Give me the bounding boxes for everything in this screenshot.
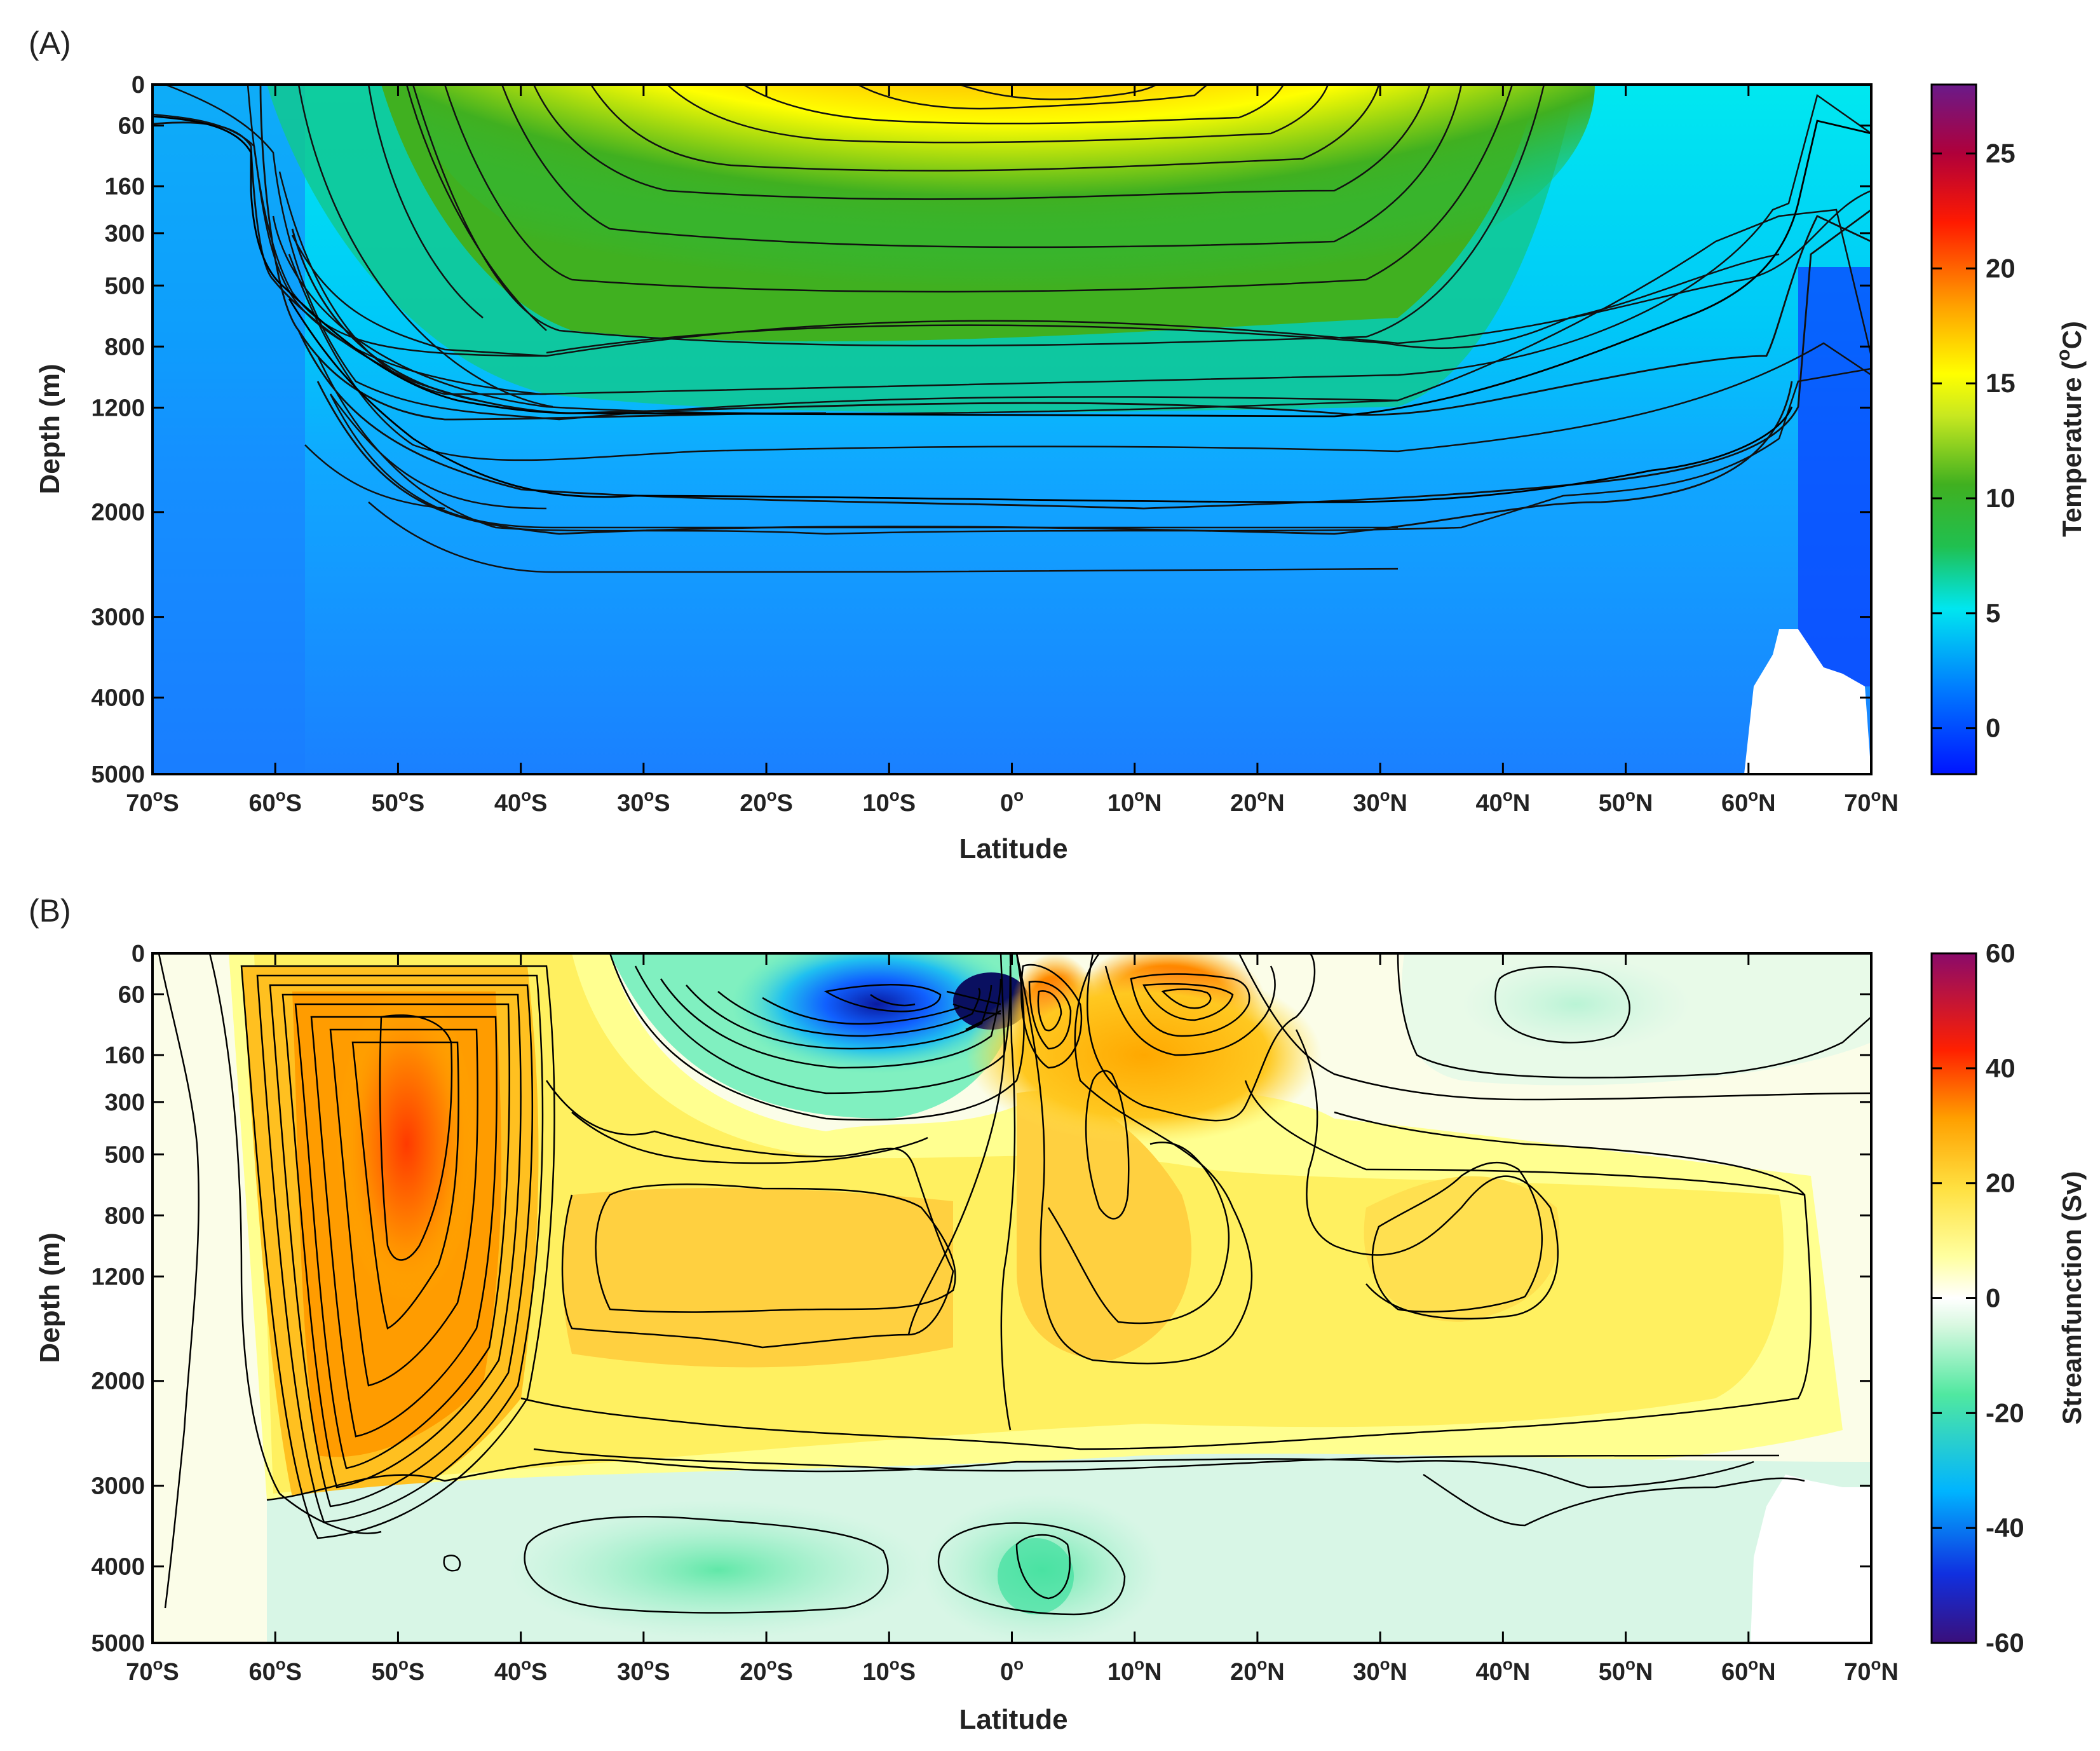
colorbar-tick-label: 25 (1986, 139, 2015, 168)
x-tick-label: 40oN (1476, 1654, 1531, 1686)
y-tick-label: 4000 (91, 1554, 145, 1581)
colorbar-tick-label: 20 (1986, 1168, 2015, 1198)
temperature-contours-deep (247, 85, 1871, 510)
y-tick-label: 300 (105, 221, 145, 247)
x-tick-label: 40oN (1476, 786, 1531, 817)
colorbar-tick-label: -60 (1986, 1628, 2024, 1658)
x-axis-title-b: Latitude (959, 1704, 1067, 1735)
colorbar-tick-label: 0 (1986, 713, 2000, 743)
colorbar-tick-label: 60 (1986, 938, 2015, 968)
y-tick-label: 4000 (91, 685, 145, 712)
x-tick-label: 60oN (1721, 786, 1776, 817)
colorbar-ticks-a: 25 20 15 10 5 0 (1932, 139, 2015, 743)
colorbar-ticks-b: 60 40 20 0 -20 -40 -60 (1932, 938, 2024, 1658)
y-tick-label: 60 (118, 113, 145, 140)
y-tick-label: 800 (105, 1203, 145, 1229)
x-tick-label: 70oS (126, 1654, 179, 1686)
x-tick-label: 50oS (372, 1654, 425, 1686)
axis-ticks-a: 70oS 60oS 50oS 40oS 30oS 20oS 10oS 0o 10oN 20oN 30… (91, 72, 1898, 817)
panel-label-a: (A) (29, 25, 71, 61)
colorbar-tick-label: 5 (1986, 598, 2000, 628)
y-tick-label: 160 (105, 174, 145, 200)
y-tick-label: 2000 (91, 500, 145, 526)
y-tick-label: 500 (105, 273, 145, 299)
x-tick-label: 10oN (1108, 786, 1162, 817)
colorbar-tick-label: 15 (1986, 368, 2015, 398)
x-tick-label: 0o (1000, 1654, 1024, 1686)
colorbar-tick-label: -40 (1986, 1513, 2024, 1543)
temperature-field (152, 85, 1871, 774)
colorbar-a (1930, 83, 1977, 775)
colorbar-title-b: Streamfunction (Sv) (2057, 1171, 2087, 1424)
y-tick-label: 3000 (91, 604, 145, 631)
land-mask-a (1744, 629, 1871, 774)
x-tick-label: 30oS (617, 786, 670, 817)
x-tick-label: 60oS (248, 786, 302, 817)
x-tick-label: 60oN (1721, 1654, 1776, 1686)
colorbar-tick-label: 40 (1986, 1053, 2015, 1083)
x-tick-label: 30oN (1353, 1654, 1407, 1686)
y-tick-label: 160 (105, 1042, 145, 1069)
panel-b: (B) (29, 893, 2087, 1735)
x-tick-label: 50oN (1599, 1654, 1653, 1686)
x-tick-label: 10oS (863, 1654, 916, 1686)
colorbar-tick-label: 10 (1986, 483, 2015, 513)
panel-label-b: (B) (29, 893, 71, 929)
x-tick-label: 0o (1000, 786, 1024, 817)
x-axis-title-a: Latitude (959, 833, 1067, 864)
x-tick-label: 50oN (1599, 786, 1653, 817)
y-tick-label: 2000 (91, 1368, 145, 1395)
y-tick-label: 500 (105, 1141, 145, 1168)
x-tick-label: 70oN (1844, 1654, 1899, 1686)
y-tick-label: 1200 (91, 395, 145, 421)
x-tick-label: 20oS (740, 1654, 793, 1686)
y-tick-label: 800 (105, 334, 145, 360)
x-tick-label: 20oS (740, 786, 793, 817)
temperature-isolines (152, 115, 1871, 503)
colorbar-tick-label: -20 (1986, 1398, 2024, 1427)
colorbar-tick-label: 0 (1986, 1283, 2000, 1313)
y-tick-label: 0 (132, 72, 145, 99)
y-tick-label: 1200 (91, 1264, 145, 1290)
x-tick-label: 30oS (617, 1654, 670, 1686)
streamfunction-contours (158, 953, 1871, 1616)
x-tick-label: 40oS (494, 786, 548, 817)
x-tick-label: 10oS (863, 786, 916, 817)
colorbar-title-a: Temperature (oC) (2053, 321, 2087, 537)
x-tick-label: 50oS (372, 786, 425, 817)
x-tick-label: 70oS (126, 786, 179, 817)
x-tick-label: 40oS (494, 1654, 548, 1686)
land-mask-b (1751, 1475, 1871, 1643)
colorbar-tick-label: 20 (1986, 253, 2015, 283)
y-tick-label: 3000 (91, 1473, 145, 1500)
y-tick-label: 300 (105, 1089, 145, 1116)
x-tick-label: 70oN (1844, 786, 1899, 817)
axis-ticks-b: 70oS 60oS 50oS 40oS 30oS 20oS 10oS 0o 10oN 20oN 30… (91, 941, 1898, 1686)
x-tick-label: 30oN (1353, 786, 1407, 817)
x-tick-label: 20oN (1230, 786, 1285, 817)
x-tick-label: 20oN (1230, 1654, 1285, 1686)
panel-a: (A) (29, 25, 2087, 864)
x-tick-label: 10oN (1108, 1654, 1162, 1686)
x-tick-label: 60oS (248, 1654, 302, 1686)
y-tick-label: 5000 (91, 1630, 145, 1657)
y-tick-label: 5000 (91, 761, 145, 788)
y-axis-title-a: Depth (m) (34, 364, 65, 494)
y-tick-label: 0 (132, 941, 145, 967)
y-axis-title-b: Depth (m) (34, 1232, 65, 1363)
y-tick-label: 60 (118, 982, 145, 1009)
